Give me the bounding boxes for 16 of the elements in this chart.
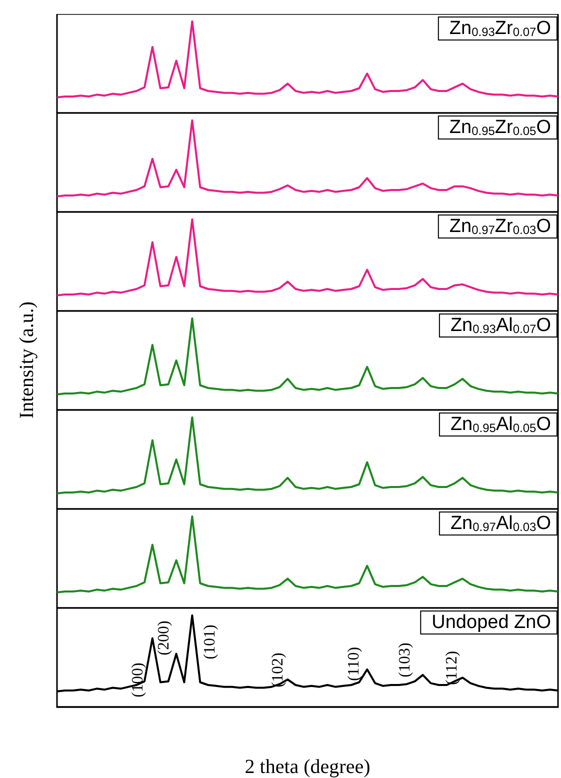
text: Zn0.95Al0.05O — [450, 414, 551, 435]
text: Zn0.95Zr0.05O — [449, 117, 551, 138]
annotation: (200) — [156, 620, 172, 656]
text: Zn0.97Al0.03O — [450, 513, 551, 534]
text: Zn0.97Zr0.03O — [449, 216, 551, 237]
annotation: (103) — [396, 642, 414, 678]
annotation: (101) — [202, 624, 218, 660]
text: Undoped ZnO — [432, 612, 552, 633]
annotation: (100) — [130, 662, 146, 698]
annotation: (110) — [346, 646, 362, 682]
annotation: (112) — [444, 650, 460, 686]
annotation: (102) — [270, 652, 286, 688]
x-axis-title: 2 theta (degree) — [244, 756, 370, 778]
y-axis-title: Intensity (a.u.) — [15, 300, 39, 421]
text: Zn0.93Zr0.07O — [449, 18, 551, 39]
text: Zn0.93Al0.07O — [450, 315, 551, 336]
